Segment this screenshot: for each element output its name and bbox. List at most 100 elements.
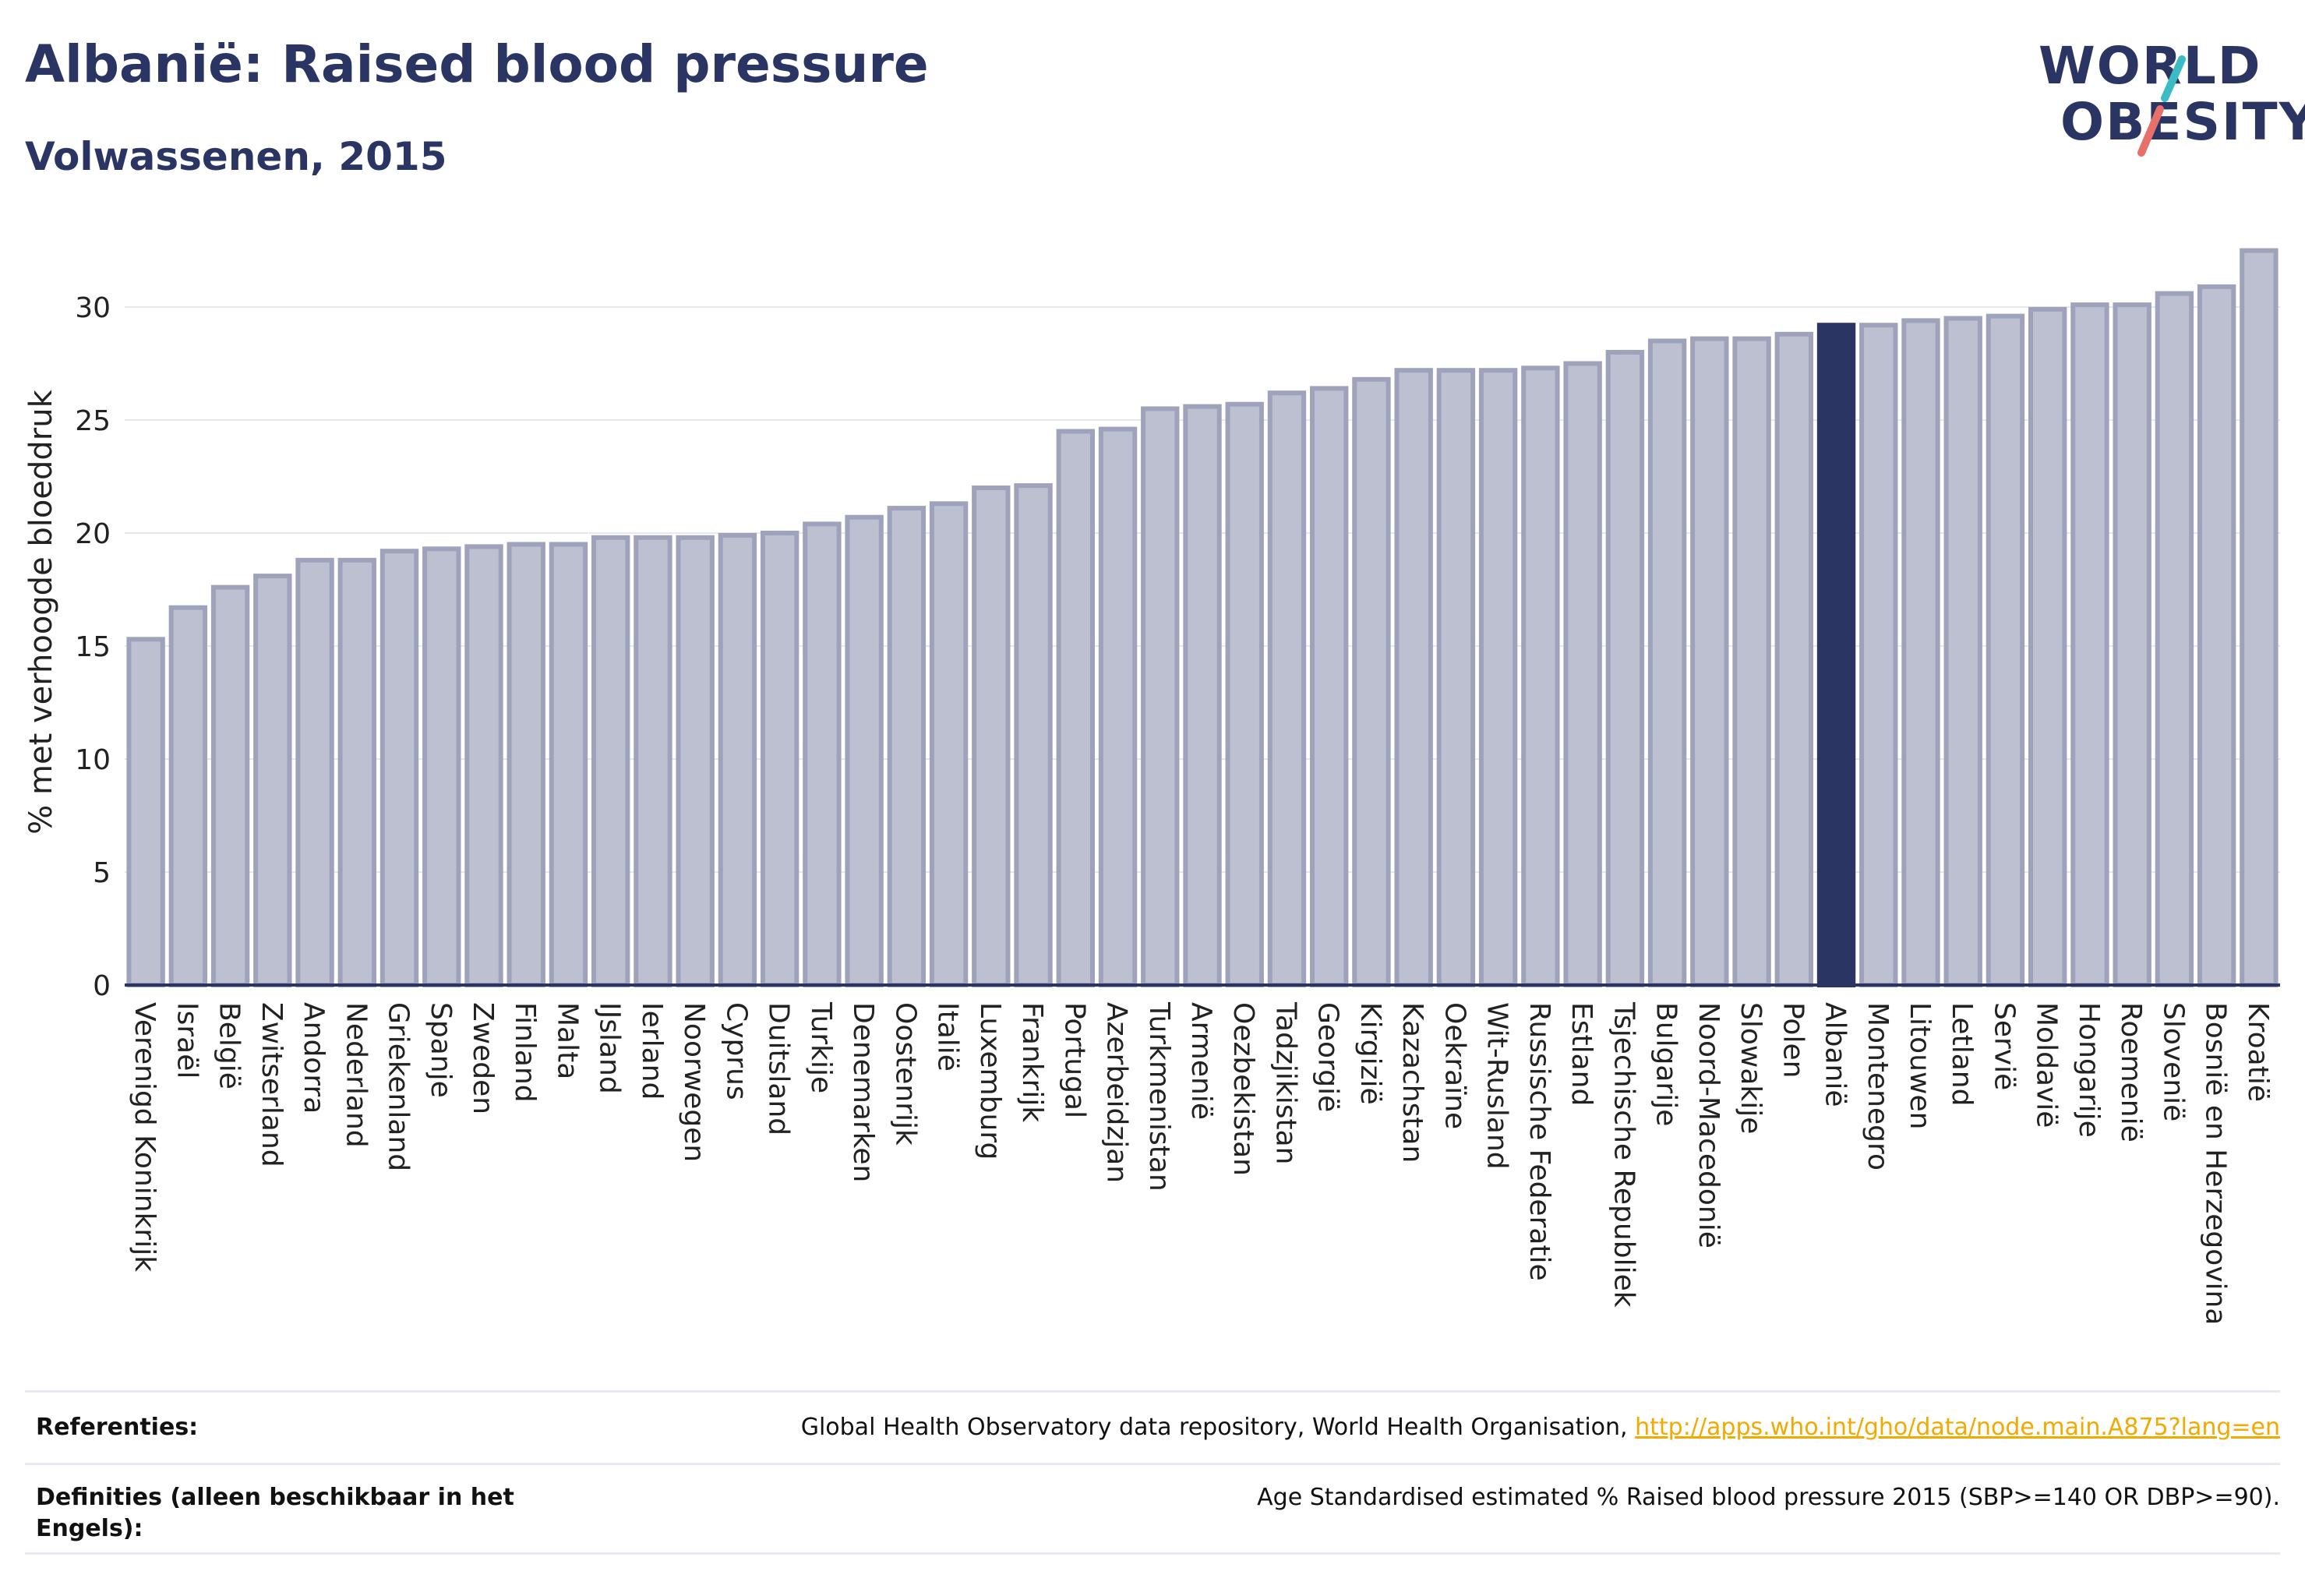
x-tick-label: Oezbekistan: [1227, 1002, 1259, 1176]
bar: [379, 549, 419, 987]
bar: [2028, 306, 2067, 987]
chart-title: Albanië: Raised blood pressure: [25, 34, 929, 94]
bar: [2155, 291, 2194, 988]
bar: [1943, 316, 1982, 987]
x-tick-label: Spanje: [425, 1002, 457, 1098]
bar: [1225, 401, 1264, 987]
x-tick-label: Montenegro: [1862, 1002, 1894, 1171]
x-tick-label: Israël: [171, 1002, 203, 1079]
x-tick-label: Finland: [509, 1002, 541, 1103]
references-row: Referenties: Global Health Observatory d…: [25, 1390, 2280, 1463]
y-tick-label: 30: [75, 292, 111, 324]
x-tick-label: Malta: [551, 1002, 583, 1079]
x-tick-label: Frankrijk: [1016, 1002, 1048, 1122]
x-tick-label: Bulgarije: [1650, 1002, 1682, 1126]
bar: [676, 535, 715, 987]
bar: [591, 535, 630, 987]
bar: [1732, 336, 1771, 988]
x-tick-label: Kroatië: [2242, 1002, 2274, 1102]
x-tick-label: Zwitserland: [256, 1002, 288, 1167]
bar: [1690, 336, 1729, 988]
x-tick-label: Wit-Rusland: [1481, 1002, 1513, 1170]
x-tick-label: Kazachstan: [1396, 1002, 1428, 1163]
references-value: Global Health Observatory data repositor…: [801, 1412, 2280, 1443]
x-tick-label: Roemenië: [2115, 1002, 2147, 1142]
chart-subtitle: Volwassenen, 2015: [25, 134, 447, 179]
bar: [1986, 313, 2025, 988]
x-tick-label: Italië: [932, 1002, 964, 1072]
references-text: Global Health Observatory data repositor…: [800, 1414, 1628, 1441]
x-tick-label: Zweden: [467, 1002, 499, 1114]
y-tick-label: 25: [75, 405, 111, 437]
bar: [1394, 368, 1433, 987]
bar: [464, 544, 503, 987]
y-tick-label: 20: [75, 518, 111, 550]
x-tick-label: Polen: [1777, 1002, 1809, 1078]
bar: [126, 637, 165, 987]
x-tick-label: Noorwegen: [678, 1002, 710, 1162]
x-tick-label: Ierland: [636, 1002, 668, 1100]
bar: [1141, 406, 1180, 987]
bar: [1014, 483, 1053, 987]
x-tick-label: IJsland: [594, 1002, 626, 1094]
x-tick-label: Estland: [1565, 1002, 1597, 1106]
bar: [210, 584, 250, 987]
bar: [1901, 318, 1940, 987]
bar: [1098, 426, 1138, 987]
y-tick-label: 15: [75, 631, 111, 663]
bar: [1056, 429, 1095, 987]
bar: [507, 542, 545, 987]
references-link[interactable]: http://apps.who.int/gho/data/node.main.A…: [1635, 1414, 2280, 1441]
bar: [2070, 302, 2109, 988]
bar: [1816, 323, 1856, 987]
bar-chart: 0 5 10 15 20 25 30 % met verhoogde bloeddruk Ver…: [23, 248, 2280, 1325]
bar: [845, 514, 884, 987]
bar: [253, 574, 292, 987]
bar: [1310, 386, 1349, 987]
bar: [1774, 331, 1813, 987]
bar: [422, 546, 461, 987]
x-tick-label: Nederland: [340, 1002, 372, 1148]
y-tick-label: 10: [75, 744, 111, 776]
x-tick-label: Oekraïne: [1438, 1002, 1470, 1129]
bar: [972, 486, 1011, 987]
x-tick-label: Portugal: [1058, 1002, 1090, 1118]
bar: [1436, 368, 1476, 987]
x-tick-label: Litouwen: [1904, 1002, 1936, 1129]
x-tick-label: Turkmenistan: [1143, 1001, 1175, 1192]
bar: [929, 501, 969, 987]
bar: [1521, 365, 1560, 987]
bar: [2197, 284, 2236, 987]
bar: [718, 532, 757, 987]
logo-line2: OBESITY: [2060, 92, 2305, 152]
bar: [1605, 350, 1645, 987]
logo-line1: WORLD: [2038, 36, 2262, 96]
bar: [2113, 302, 2151, 988]
x-tick-label: Andorra: [298, 1002, 330, 1114]
x-tick-label: Turkije: [805, 1001, 837, 1093]
x-tick-label: Denemarken: [847, 1002, 879, 1182]
bar: [1647, 338, 1687, 987]
x-tick-label: Cyprus: [720, 1002, 752, 1100]
definitions-row: Definities (alleen beschikbaar in het En…: [25, 1463, 2280, 1555]
bar: [1563, 361, 1602, 987]
x-tick-label: België: [214, 1002, 245, 1089]
bar: [1267, 390, 1307, 987]
x-tick-label: Moldavië: [2031, 1002, 2063, 1128]
bar: [1478, 368, 1518, 987]
bar: [295, 557, 334, 987]
definitions-label: Definities (alleen beschikbaar in het En…: [36, 1484, 514, 1542]
x-tick-label: Albanië: [1820, 1002, 1851, 1107]
x-tick-label: Tsjechische Republiek: [1608, 1001, 1640, 1308]
x-tick-label: Tadzjikistan: [1269, 1001, 1301, 1164]
y-tick-label: 5: [93, 857, 111, 889]
x-tick-label: Hongarije: [2073, 1002, 2105, 1138]
x-tick-label: Noord-Macedonië: [1693, 1002, 1724, 1248]
x-tick-label: Slowakije: [1735, 1002, 1767, 1134]
x-tick-label: Russische Federatie: [1523, 1002, 1555, 1281]
x-tick-label: Griekenland: [383, 1002, 415, 1171]
bar: [1183, 404, 1222, 987]
x-tick-label: Azerbeidzjan: [1101, 1002, 1133, 1183]
logo-slash-icon: [2137, 55, 2186, 157]
bar: [760, 531, 800, 987]
